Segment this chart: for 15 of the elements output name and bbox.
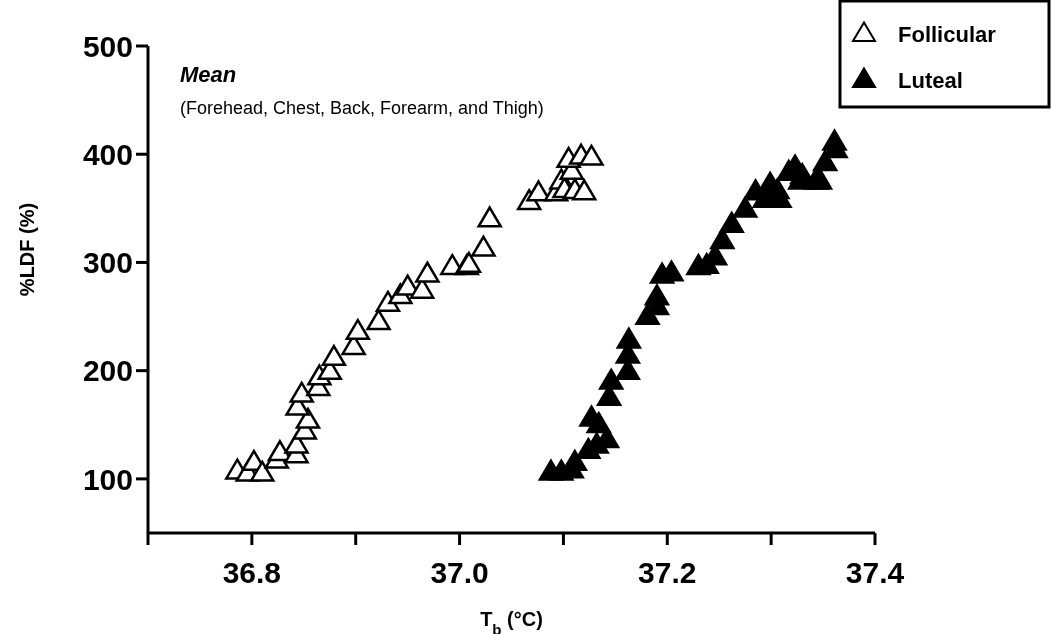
legend-label: Luteal [898,67,963,93]
x-axis-title: T$_{b}$ (°C) [480,608,543,634]
y-tick-label: 400 [82,138,133,172]
text: (Forehead, Chest, Back, Forearm, and Thigh) [180,98,544,118]
y-tick-label: 500 [82,29,133,63]
x-tick-label: 36.8 [222,556,282,589]
x-tick-label: 37.0 [430,556,489,589]
y-tick-label: 100 [82,462,133,496]
y-tick-label: 200 [82,354,133,388]
x-tick-label: 37.2 [638,556,697,589]
legend-label: Follicular [898,21,997,47]
y-tick-label: 300 [82,246,133,280]
x-tick-label: 37.4 [845,556,905,589]
text: Mean [180,62,237,87]
y-axis-title: %LDF (%) [16,202,38,297]
